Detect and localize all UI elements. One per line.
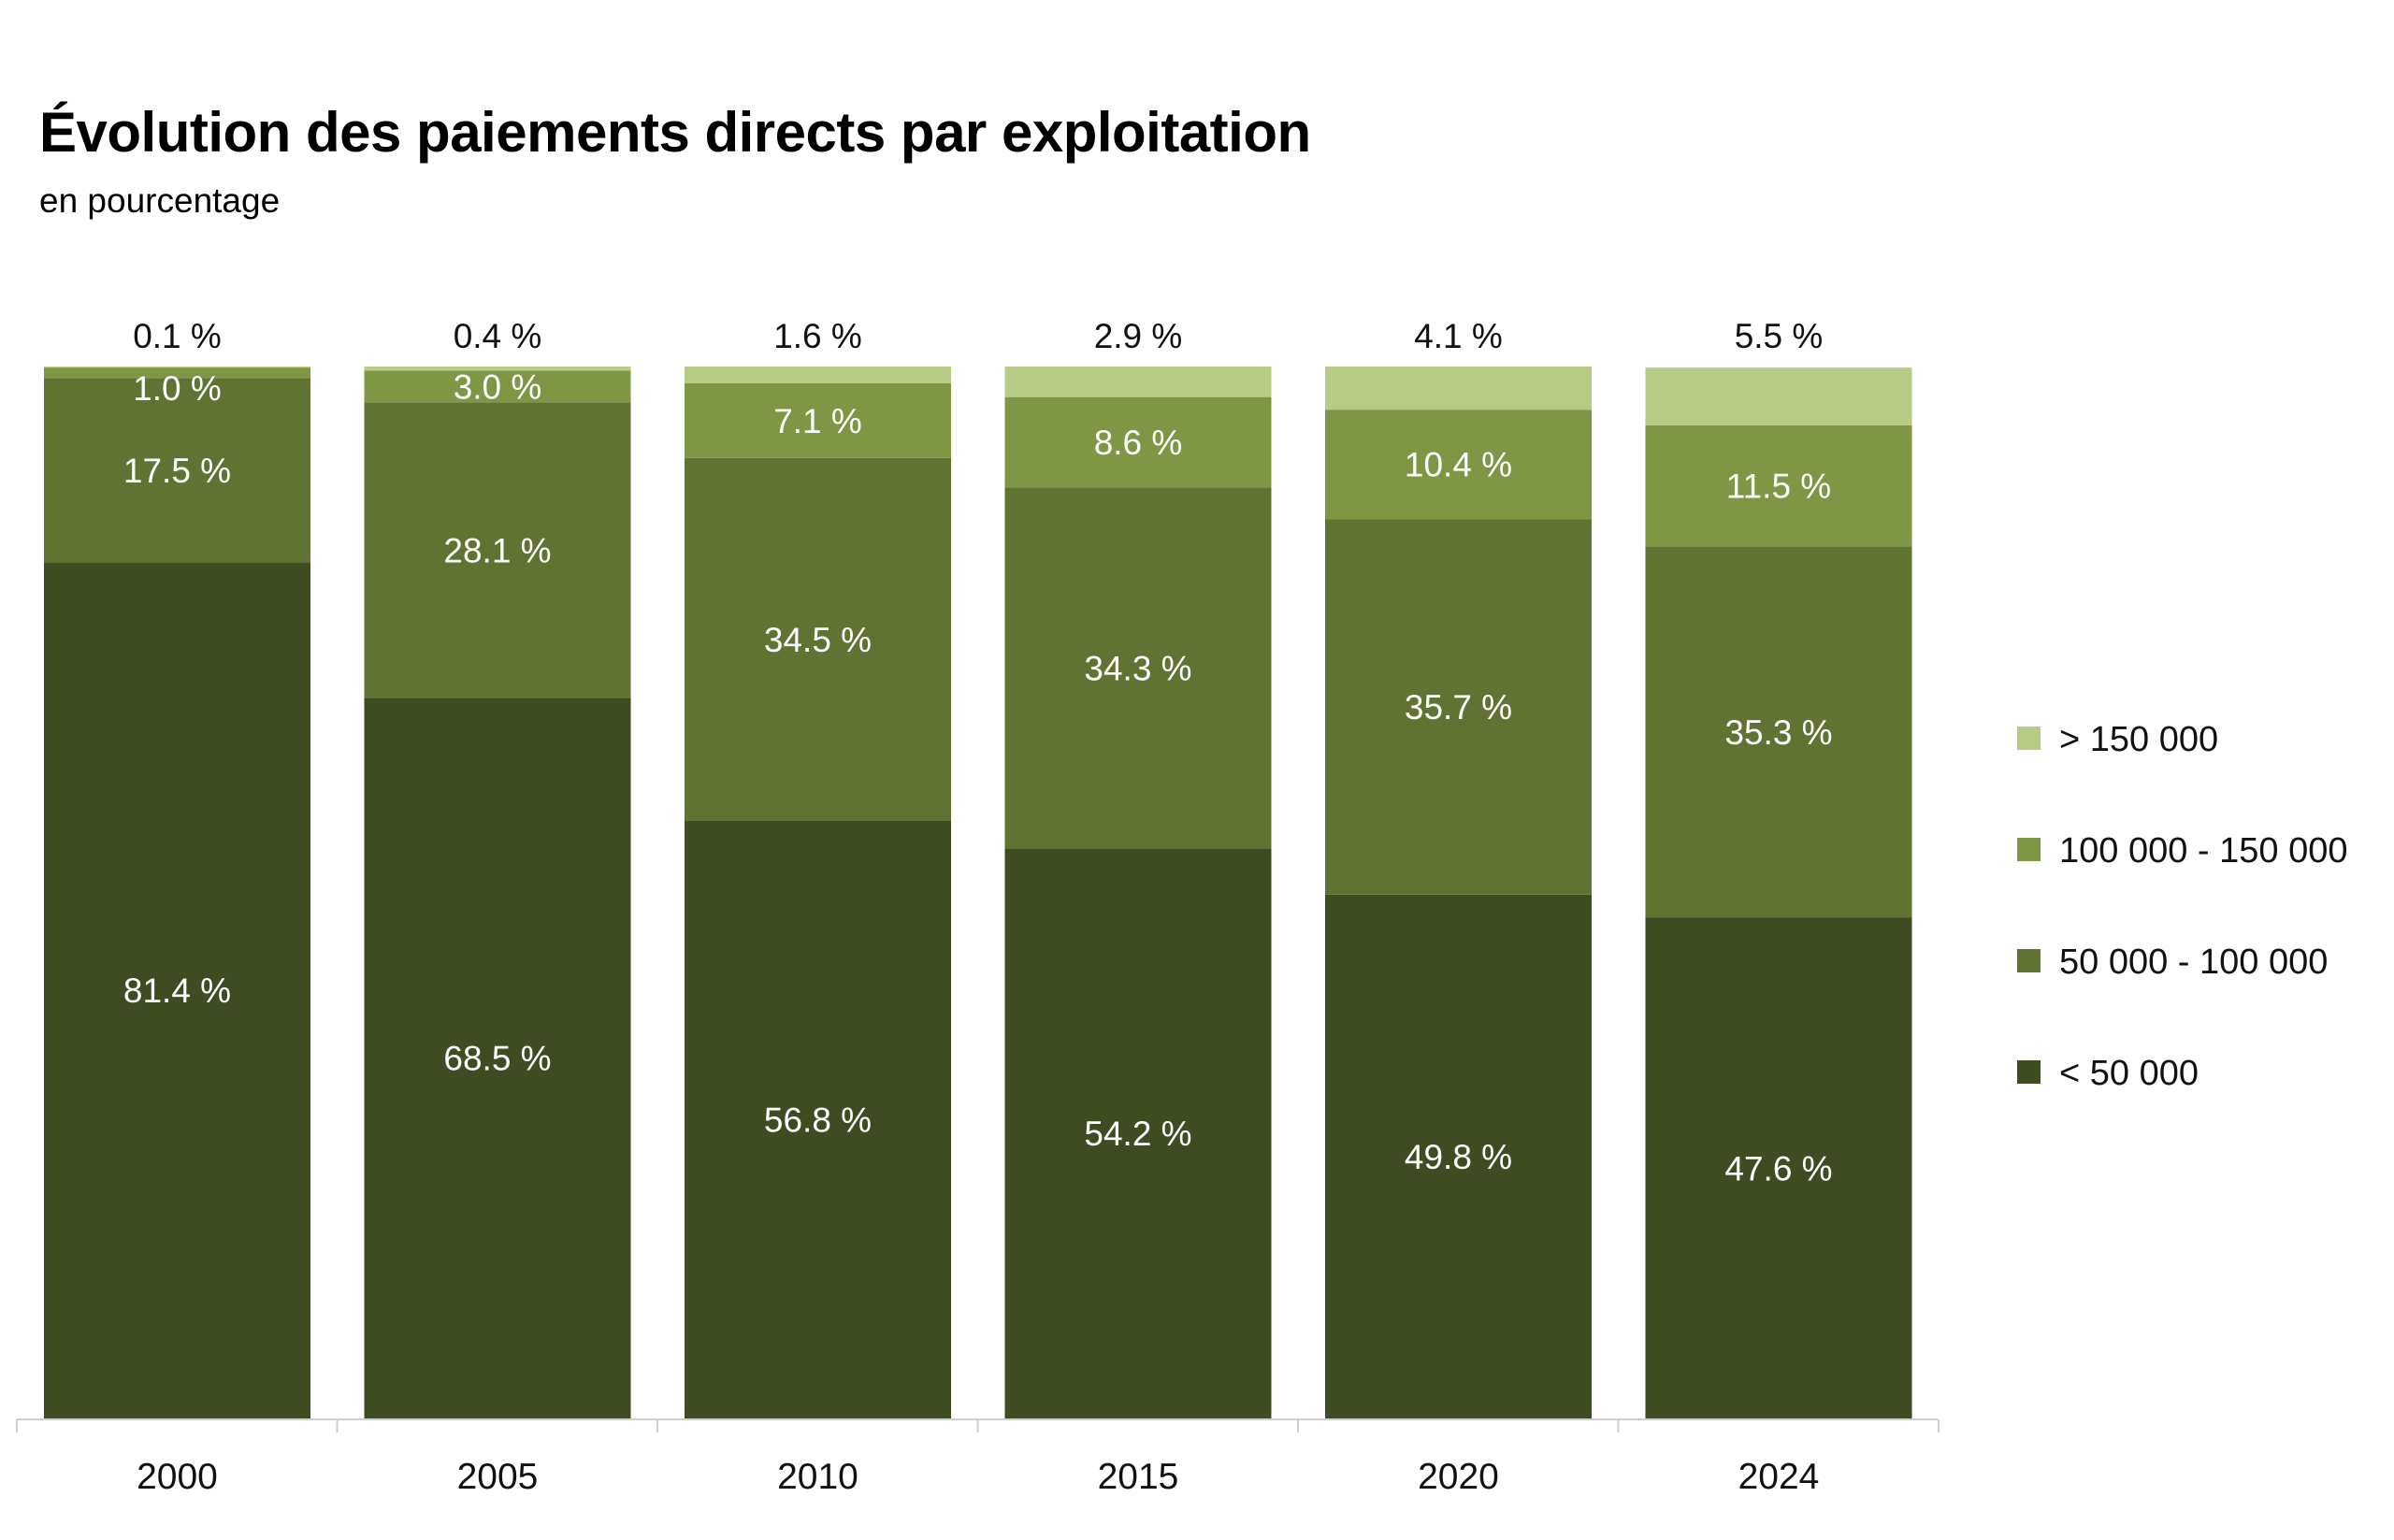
legend-label-50-000-100-000: 50 000 - 100 000 [2059, 943, 2328, 982]
x-tick-label-2020: 2020 [1418, 1457, 1499, 1497]
data-label-2015-100-000-150-000: 8.6 % [1094, 424, 1183, 462]
chart-title: Évolution des paiements directs par expl… [39, 101, 1311, 164]
data-label-2020-50-000-100-000: 35.7 % [1405, 688, 1512, 727]
chart-subtitle: en pourcentage [39, 181, 281, 220]
data-label-2000-50-000-100-000: 17.5 % [123, 452, 231, 490]
bar-2024-50-000-100-000 [1645, 546, 1912, 918]
bar-2015-50-000-100-000 [1004, 487, 1272, 849]
data-label-2024-150-000: 5.5 % [1735, 317, 1824, 355]
data-label-2024-50-000-100-000: 35.3 % [1724, 713, 1832, 752]
bar-2020-50-000-100-000 [1325, 519, 1592, 895]
bar-2020-150-000 [1325, 367, 1592, 410]
data-label-2015-50-000: 54.2 % [1084, 1115, 1191, 1153]
bar-2024-50-000 [1645, 917, 1912, 1418]
data-label-2005-50-000: 68.5 % [443, 1040, 551, 1078]
x-tick-label-2010: 2010 [777, 1457, 858, 1497]
data-label-2015-50-000-100-000: 34.3 % [1084, 649, 1191, 687]
legend-swatch-100-000-150-000 [2017, 838, 2041, 861]
data-label-2000-100-000-150-000: 1.0 % [133, 369, 222, 408]
legend-label-50-000: < 50 000 [2059, 1054, 2199, 1093]
data-label-2010-50-000: 56.8 % [764, 1101, 872, 1140]
data-label-2010-50-000-100-000: 34.5 % [764, 621, 872, 659]
data-label-2000-50-000: 81.4 % [123, 971, 231, 1010]
bar-2005-100-000-150-000 [364, 370, 631, 403]
bar-2000-50-000 [44, 562, 310, 1418]
bar-2024-150-000 [1645, 367, 1912, 426]
bar-2010-50-000-100-000 [685, 457, 951, 821]
bar-2015-50-000 [1004, 848, 1272, 1418]
legend-swatch-150-000 [2017, 727, 2041, 750]
data-label-2024-100-000-150-000: 11.5 % [1726, 468, 1831, 506]
data-label-2020-50-000: 49.8 % [1405, 1138, 1512, 1176]
bar-2024-100-000-150-000 [1645, 425, 1912, 547]
bar-2010-150-000 [685, 367, 951, 383]
legend-swatch-50-000-100-000 [2017, 949, 2041, 972]
data-label-2005-100-000-150-000: 3.0 % [454, 367, 542, 406]
data-label-2024-50-000: 47.6 % [1724, 1149, 1832, 1187]
x-tick-label-2000: 2000 [137, 1457, 218, 1497]
data-label-2010-100-000-150-000: 7.1 % [773, 402, 862, 440]
data-label-2020-100-000-150-000: 10.4 % [1405, 446, 1512, 484]
x-tick-label-2005: 2005 [457, 1457, 539, 1497]
data-label-2020-150-000: 4.1 % [1414, 317, 1503, 355]
bar-2010-100-000-150-000 [685, 383, 951, 458]
data-label-2005-150-000: 0.4 % [454, 317, 542, 355]
data-label-2010-150-000: 1.6 % [773, 317, 862, 355]
bar-2005-50-000 [364, 698, 631, 1418]
data-label-2005-50-000-100-000: 28.1 % [443, 531, 551, 569]
data-label-2000-150-000: 0.1 % [133, 317, 222, 355]
legend-label-100-000-150-000: 100 000 - 150 000 [2059, 831, 2348, 871]
bar-2020-50-000 [1325, 894, 1592, 1418]
bar-2000-50-000-100-000 [44, 378, 310, 563]
legend-swatch-50-000 [2017, 1060, 2041, 1084]
bar-2020-100-000-150-000 [1325, 410, 1592, 520]
bar-2015-100-000-150-000 [1004, 396, 1272, 488]
data-label-2015-150-000: 2.9 % [1094, 317, 1183, 355]
bar-2000-100-000-150-000 [44, 367, 310, 379]
x-tick-label-2024: 2024 [1738, 1457, 1820, 1497]
x-tick-label-2015: 2015 [1098, 1457, 1179, 1497]
bar-2015-150-000 [1004, 367, 1272, 397]
legend-label-150-000: > 150 000 [2059, 720, 2218, 759]
bar-2005-50-000-100-000 [364, 402, 631, 698]
bar-2010-50-000 [685, 821, 951, 1418]
bar-2005-150-000 [364, 367, 631, 371]
